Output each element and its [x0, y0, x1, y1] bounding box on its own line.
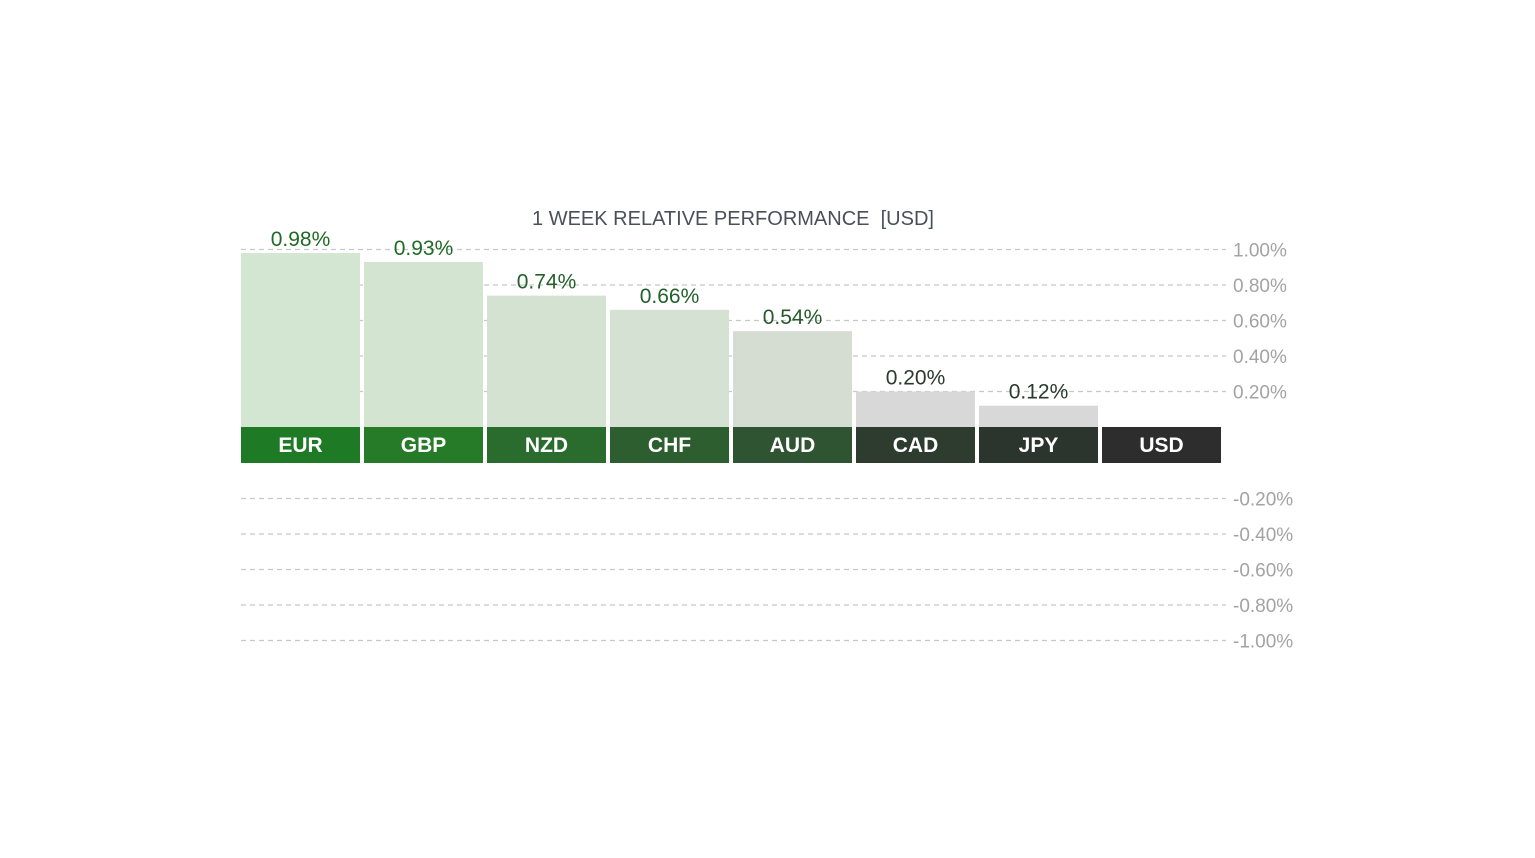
bar-gbp: [364, 261, 483, 427]
category-label: NZD: [525, 434, 568, 457]
y-tick-label: -0.60%: [1233, 561, 1293, 582]
bar-chf: [610, 309, 729, 427]
data-label: 0.66%: [640, 285, 700, 308]
bar-eur: [241, 253, 360, 427]
y-tick-label: -0.20%: [1233, 490, 1293, 511]
y-tick-label: 0.20%: [1233, 383, 1287, 404]
category-label: CAD: [893, 434, 939, 457]
category-band-gbp: [364, 427, 483, 463]
category-label: EUR: [278, 434, 322, 457]
category-band-cad: [856, 427, 975, 463]
bar-nzd: [487, 295, 606, 427]
bar-aud: [733, 331, 852, 427]
category-band-chf: [610, 427, 729, 463]
category-band-aud: [733, 427, 852, 463]
grid-layer: 1.00% 0.80% 0.60% 0.40% 0.20% -0.20% -0.40% -0.…: [241, 241, 1293, 653]
y-tick-label: 1.00%: [1233, 241, 1287, 262]
category-label: AUD: [770, 434, 816, 457]
category-label: USD: [1139, 434, 1183, 457]
category-band-jpy: [979, 427, 1098, 463]
y-tick-label: 0.60%: [1233, 312, 1287, 333]
y-tick-label: 0.40%: [1233, 347, 1287, 368]
bar-jpy: [979, 405, 1098, 427]
data-label: 0.74%: [517, 271, 577, 294]
chart-title: 1 WEEK RELATIVE PERFORMANCE [USD]: [532, 208, 934, 230]
category-band-usd: [1102, 427, 1221, 463]
data-label: 0.98%: [271, 228, 331, 251]
data-label: 0.54%: [763, 306, 823, 329]
category-label: JPY: [1019, 434, 1059, 457]
category-label: CHF: [648, 434, 691, 457]
bars-layer: EUR 0.98% GBP 0.93% NZD 0.74% CHF 0.66% AUD 0.54%…: [241, 228, 1221, 463]
category-band-nzd: [487, 427, 606, 463]
y-tick-label: -1.00%: [1233, 632, 1293, 653]
y-tick-label: -0.40%: [1233, 525, 1293, 546]
category-band-eur: [241, 427, 360, 463]
bar-cad: [856, 391, 975, 427]
y-tick-label: 0.80%: [1233, 276, 1287, 297]
data-label: 0.93%: [394, 237, 454, 260]
y-tick-label: -0.80%: [1233, 596, 1293, 617]
category-label: GBP: [401, 434, 447, 457]
data-label: 0.12%: [1009, 381, 1069, 404]
data-label: 0.20%: [886, 367, 946, 390]
